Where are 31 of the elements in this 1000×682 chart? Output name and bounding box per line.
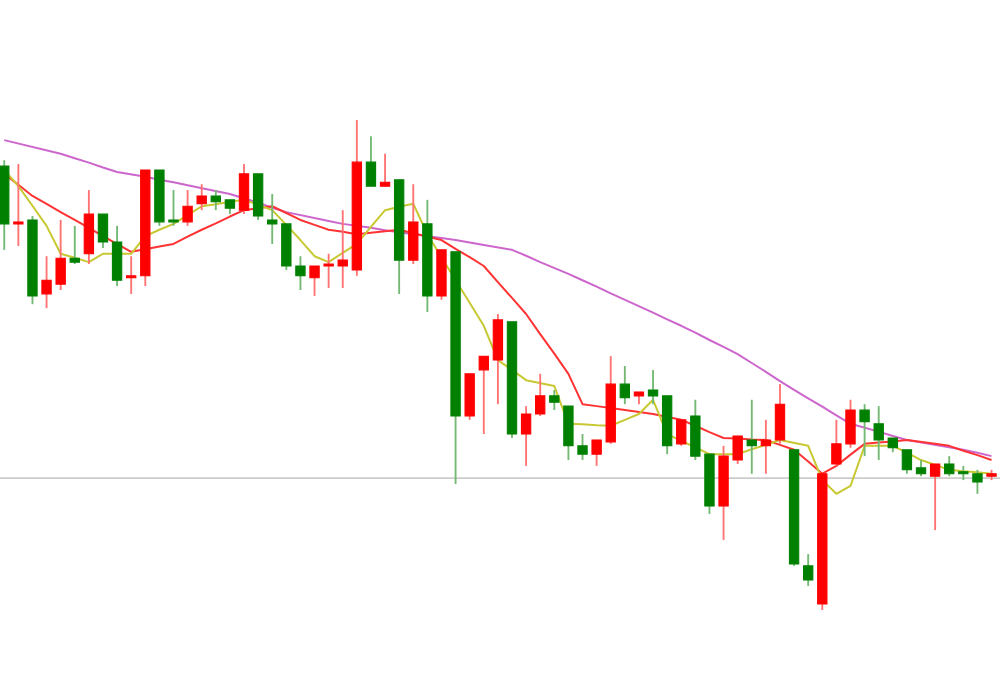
- candlestick: [238, 163, 250, 216]
- candlestick: [802, 553, 814, 587]
- candlestick: [619, 365, 631, 406]
- candlestick: [478, 355, 489, 435]
- candlestick: [379, 152, 391, 188]
- candlestick: [492, 313, 504, 406]
- candlestick: [464, 372, 475, 421]
- candlestick: [647, 368, 659, 406]
- candlestick: [83, 189, 95, 265]
- candlestick: [929, 463, 941, 532]
- candlestick: [365, 135, 377, 188]
- candlestick: [520, 405, 532, 467]
- candlestick: [535, 372, 546, 417]
- candlestick: [760, 418, 772, 475]
- candlestick: [436, 248, 447, 301]
- candlestick: [13, 163, 24, 247]
- candlestick: [676, 418, 687, 447]
- candlestick: [97, 213, 109, 249]
- candlestick: [549, 389, 560, 411]
- candlestick: [210, 189, 222, 212]
- candlestick: [125, 255, 137, 295]
- candlestick: [182, 189, 193, 227]
- candlestick: [252, 172, 264, 221]
- candlestick: [859, 403, 870, 458]
- candlestick: [69, 224, 80, 265]
- candlestick: [774, 383, 786, 445]
- candlestick: [111, 224, 123, 288]
- candlestick: [746, 398, 757, 475]
- candlestick: [196, 183, 207, 212]
- candlestick: [901, 448, 913, 475]
- candlestick: [408, 183, 419, 265]
